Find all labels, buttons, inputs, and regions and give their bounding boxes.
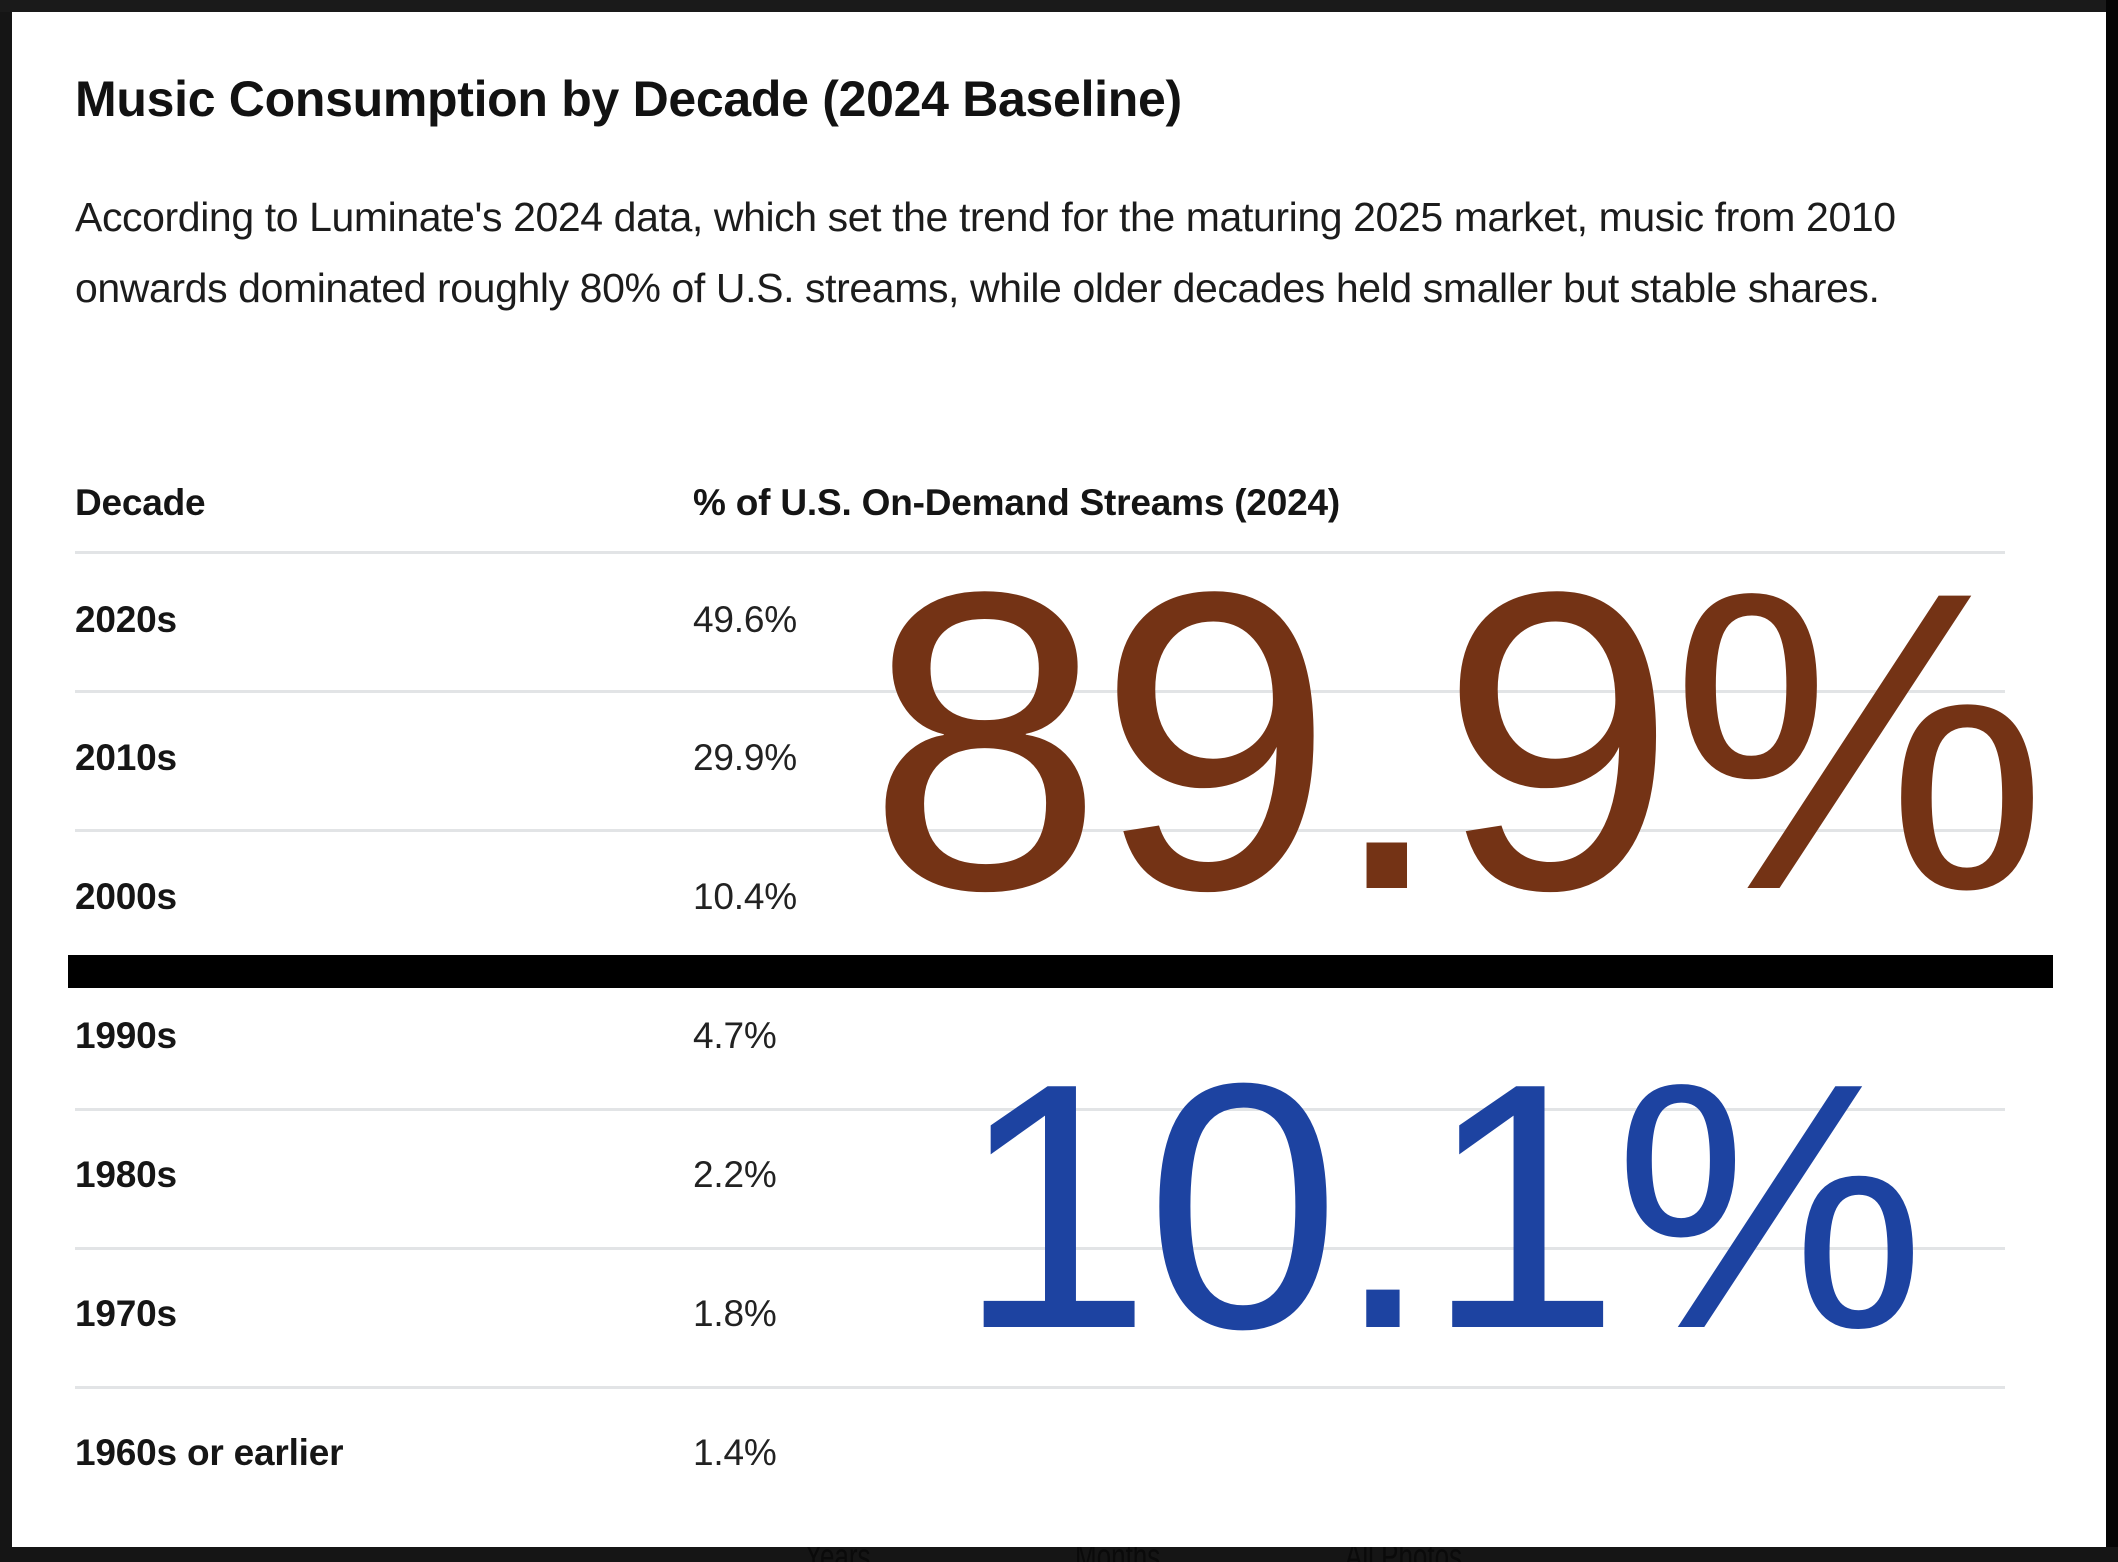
percent-cell: 4.7% — [693, 1015, 777, 1056]
era-split-bar — [68, 955, 2053, 988]
percent-cell: 2.2% — [693, 1154, 777, 1195]
decade-cell: 2020s — [75, 599, 177, 640]
row-divider — [75, 829, 2005, 832]
row-divider — [75, 1108, 2005, 1111]
decade-cell: 2010s — [75, 737, 177, 778]
intro-paragraph: According to Luminate's 2024 data, which… — [75, 194, 1896, 311]
decade-cell: 1970s — [75, 1293, 177, 1334]
modern-share-total: 89.9% — [867, 504, 2048, 979]
page-title: Music Consumption by Decade (2024 Baseli… — [75, 71, 1182, 127]
legacy-share-total: 10.1% — [957, 1011, 1925, 1402]
percent-cell: 1.8% — [693, 1293, 777, 1334]
background-bottom-tabs: Years Months All Photos — [0, 1547, 2118, 1562]
column-header-decade: Decade — [75, 482, 206, 523]
decade-cell: 2000s — [75, 876, 177, 917]
percent-cell: 49.6% — [693, 599, 797, 640]
tab-all-photos[interactable]: All Photos — [1345, 1547, 1462, 1562]
percent-cell: 29.9% — [693, 737, 797, 778]
percent-cell: 1.4% — [693, 1432, 777, 1473]
column-header-percent: % of U.S. On-Demand Streams (2024) — [693, 482, 1341, 523]
background-right-edge — [2106, 0, 2118, 1562]
row-divider — [75, 1247, 2005, 1250]
row-divider — [75, 1386, 2005, 1389]
header-divider — [75, 551, 2005, 554]
decade-cell: 1980s — [75, 1154, 177, 1195]
tab-months[interactable]: Months — [1075, 1547, 1160, 1562]
answer-card: Music Consumption by Decade (2024 Baseli… — [12, 12, 2106, 1547]
percent-cell: 10.4% — [693, 876, 797, 917]
background-top-bar — [0, 0, 2118, 12]
tab-years[interactable]: Years — [805, 1547, 871, 1562]
row-divider — [75, 690, 2005, 693]
decade-cell: 1960s or earlier — [75, 1432, 344, 1473]
decade-cell: 1990s — [75, 1015, 177, 1056]
